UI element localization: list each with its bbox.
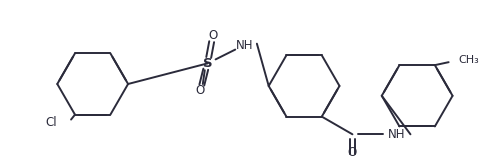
- Text: Cl: Cl: [46, 116, 57, 129]
- Text: NH: NH: [388, 128, 405, 141]
- Text: S: S: [203, 57, 212, 70]
- Text: NH: NH: [236, 39, 254, 52]
- Text: O: O: [195, 84, 204, 97]
- Text: O: O: [348, 146, 357, 159]
- Text: CH₃: CH₃: [458, 55, 479, 65]
- Text: O: O: [208, 29, 217, 42]
